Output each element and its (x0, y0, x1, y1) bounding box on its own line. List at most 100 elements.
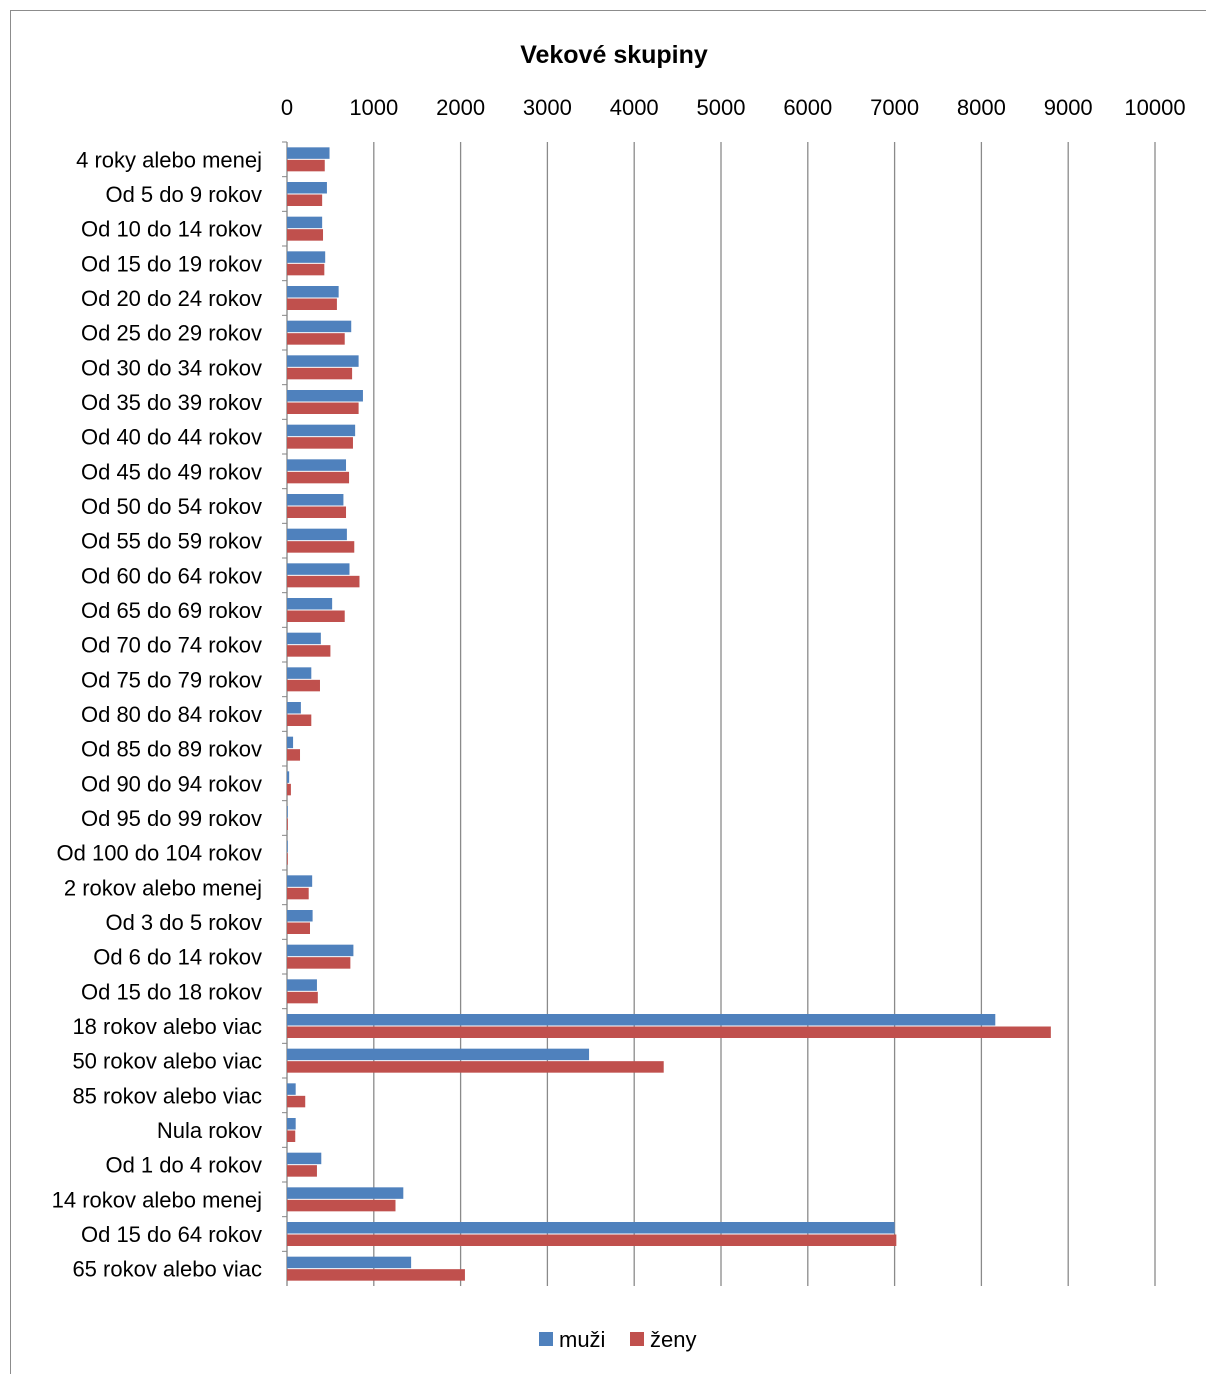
bar-muzi (287, 355, 359, 367)
bar-zeny (287, 333, 345, 345)
bar-muzi (287, 424, 356, 437)
category-label: Od 15 do 64 rokov (81, 1222, 262, 1247)
bar-zeny (287, 749, 301, 761)
bar-muzi (287, 910, 313, 922)
category-label: 65 rokov alebo viac (72, 1257, 262, 1282)
bar-zeny (287, 263, 325, 276)
bar-muzi (287, 1187, 404, 1199)
bar-muzi (287, 1222, 895, 1234)
category-label: 4 roky alebo menej (76, 147, 262, 172)
category-label: 2 rokov alebo menej (64, 875, 262, 900)
bar-muzi (287, 459, 347, 471)
category-label: Od 70 do 74 rokov (81, 633, 262, 658)
bar-muzi (287, 251, 326, 263)
bar-muzi (287, 875, 313, 887)
bar-muzi (287, 598, 333, 610)
bar-muzi (287, 1083, 296, 1095)
bar-zeny (287, 1269, 465, 1281)
bar-zeny (287, 853, 288, 865)
x-tick-label: 2000 (436, 95, 485, 120)
category-label: Od 15 do 18 rokov (81, 979, 262, 1004)
chart-frame (10, 10, 1206, 1374)
bar-muzi (287, 147, 330, 159)
bar-muzi (287, 494, 344, 506)
category-label: Od 75 do 79 rokov (81, 667, 262, 692)
bar-muzi (287, 979, 317, 991)
category-label: 14 rokov alebo menej (52, 1187, 262, 1212)
bar-muzi (287, 1118, 296, 1130)
x-tick-label: 1000 (349, 95, 398, 120)
bar-muzi (287, 667, 312, 679)
bar-zeny (287, 1234, 897, 1246)
category-label: 50 rokov alebo viac (72, 1049, 262, 1074)
x-tick-label: 3000 (523, 95, 572, 120)
bar-muzi (287, 1152, 322, 1165)
category-label: Od 25 do 29 rokov (81, 321, 262, 346)
bar-muzi (287, 286, 339, 298)
bar-zeny (287, 818, 288, 830)
bar-muzi (287, 806, 288, 818)
category-label: Od 55 do 59 rokov (81, 529, 262, 554)
bar-zeny (287, 1026, 1051, 1038)
category-label: Od 5 do 9 rokov (105, 182, 262, 207)
category-label: Od 40 do 44 rokov (81, 425, 262, 450)
bar-zeny (287, 1165, 317, 1177)
category-label: Od 20 do 24 rokov (81, 286, 262, 311)
bar-zeny (287, 1095, 306, 1108)
category-label: Od 10 do 14 rokov (81, 217, 262, 242)
category-label: Od 50 do 54 rokov (81, 494, 262, 519)
bar-zeny (287, 159, 325, 172)
bar-muzi (287, 1014, 996, 1026)
x-tick-label: 4000 (610, 95, 659, 120)
category-label: 85 rokov alebo viac (72, 1083, 262, 1108)
bar-zeny (287, 402, 359, 414)
x-tick-label: 6000 (783, 95, 832, 120)
bar-zeny (287, 645, 331, 657)
x-tick-label: 9000 (1044, 95, 1093, 120)
x-tick-label: 0 (281, 95, 293, 120)
bar-zeny (287, 679, 320, 692)
bar-muzi (287, 1048, 590, 1061)
category-label: Od 95 do 99 rokov (81, 806, 262, 831)
category-label: Od 60 do 64 rokov (81, 563, 262, 588)
x-axis-ticks: 0 1000 2000 3000 4000 5000 6000 7000 8000 9000 100… (281, 95, 1186, 120)
bar-muzi (287, 1256, 412, 1269)
legend-label: ženy (650, 1327, 696, 1352)
bar-muzi (287, 632, 321, 645)
bar-muzi (287, 736, 294, 749)
category-label: Nula rokov (157, 1118, 262, 1143)
bar-zeny (287, 367, 353, 380)
bar-muzi (287, 840, 288, 853)
bar-muzi (287, 528, 347, 541)
bar-zeny (287, 957, 351, 969)
bar-muzi (287, 771, 290, 783)
bar-zeny (287, 991, 318, 1004)
bar-zeny (287, 506, 347, 518)
bar-muzi (287, 390, 363, 402)
category-label: Od 6 do 14 rokov (93, 945, 262, 970)
category-label: Od 85 do 89 rokov (81, 737, 262, 762)
legend: muži ženy (539, 1327, 696, 1352)
bar-zeny (287, 783, 291, 796)
category-label: 18 rokov alebo viac (72, 1014, 262, 1039)
bar-zeny (287, 1199, 396, 1212)
bars (287, 147, 1051, 1281)
bar-zeny (287, 229, 324, 241)
category-label: Od 15 do 19 rokov (81, 251, 262, 276)
bar-zeny (287, 437, 353, 449)
category-label: Od 35 do 39 rokov (81, 390, 262, 415)
bar-zeny (287, 541, 355, 553)
category-label: Od 45 do 49 rokov (81, 459, 262, 484)
bar-muzi (287, 182, 327, 194)
bar-muzi (287, 320, 352, 333)
legend-swatch (539, 1332, 553, 1346)
category-label: Od 3 do 5 rokov (105, 910, 262, 935)
legend-swatch (630, 1332, 644, 1346)
bar-muzi (287, 216, 323, 229)
category-label: Od 90 do 94 rokov (81, 771, 262, 796)
gridlines (282, 141, 1156, 1286)
bar-zeny (287, 714, 312, 726)
bar-muzi (287, 702, 301, 714)
legend-label: muži (559, 1327, 605, 1352)
